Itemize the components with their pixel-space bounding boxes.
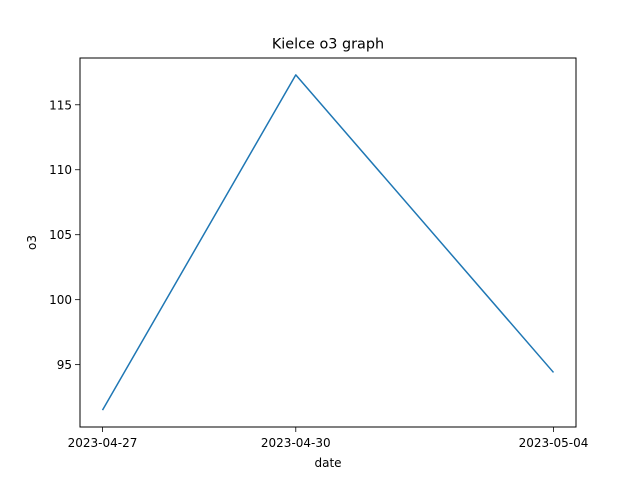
chart-title: Kielce o3 graph: [272, 37, 384, 53]
x-axis-label: date: [314, 456, 341, 470]
axes-frame: [79, 57, 577, 428]
x-tick-label: 2023-04-27: [68, 436, 138, 450]
y-tick-label: 115: [49, 98, 72, 112]
x-axis-ticks: 2023-04-27 2023-04-30 2023-05-04: [68, 427, 589, 450]
series-line-0: [101, 74, 555, 411]
plot-area: [101, 74, 555, 411]
x-tick-label: 2023-04-30: [261, 436, 331, 450]
y-axis-label: o3: [25, 235, 39, 250]
y-axis-ticks: 95 100 105 110 115: [49, 98, 80, 372]
y-tick-label: 95: [57, 358, 72, 372]
y-tick-label: 110: [49, 163, 72, 177]
x-tick-label: 2023-05-04: [519, 436, 589, 450]
y-tick-label: 100: [49, 293, 72, 307]
y-tick-label: 105: [49, 228, 72, 242]
